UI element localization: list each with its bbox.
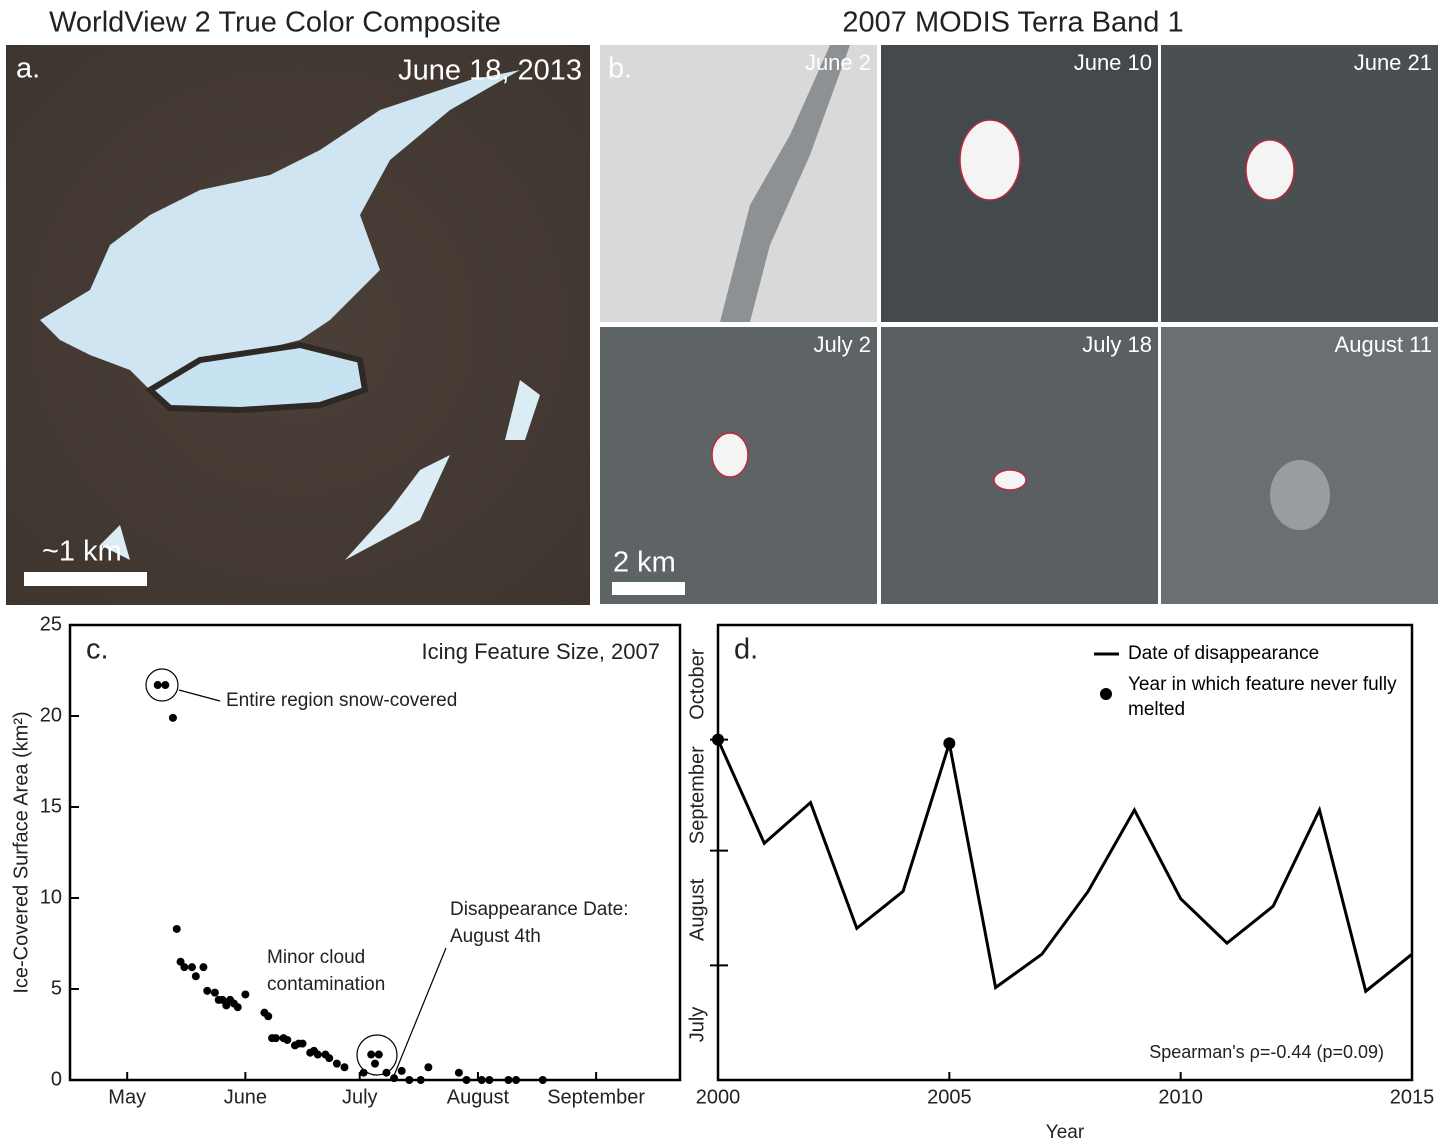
data-point xyxy=(173,925,181,933)
panel-label: b. xyxy=(608,53,632,85)
scale-bar xyxy=(24,572,147,586)
figure: WorldView 2 True Color Composite a. June… xyxy=(0,0,1451,1143)
data-point xyxy=(539,1076,547,1084)
x-axis-title: Year xyxy=(1046,1122,1085,1143)
data-point xyxy=(283,1036,291,1044)
panel-label: c. xyxy=(86,634,109,666)
data-point xyxy=(314,1051,322,1059)
data-point xyxy=(504,1076,512,1084)
data-point xyxy=(398,1067,406,1075)
data-point xyxy=(188,963,196,971)
annotation: August 4th xyxy=(450,926,541,947)
ice-feature xyxy=(960,120,1020,200)
scale-bar xyxy=(612,582,685,595)
data-point xyxy=(455,1069,463,1077)
tile-date: August 11 xyxy=(1335,332,1432,357)
data-point xyxy=(375,1051,383,1059)
data-point xyxy=(463,1076,471,1084)
leader-line xyxy=(393,948,446,1078)
modis-tile xyxy=(1161,45,1438,322)
charts: c. May June July August September 0 5 10 15 20 25 En… xyxy=(10,613,1434,1143)
data-point xyxy=(211,989,219,997)
legend-label: Date of disappearance xyxy=(1128,641,1418,666)
data-line xyxy=(718,740,1412,992)
data-point xyxy=(512,1076,520,1084)
tile-date: June 10 xyxy=(1074,50,1152,75)
chart-title: Icing Feature Size, 2007 xyxy=(422,639,660,664)
data-point xyxy=(234,1003,242,1011)
ice-feature xyxy=(712,433,748,477)
data-point xyxy=(272,1034,280,1042)
data-point xyxy=(943,737,955,749)
panel-title: 2007 MODIS Terra Band 1 xyxy=(842,7,1183,39)
data-point xyxy=(169,714,177,722)
x-tick-label: August xyxy=(447,1086,510,1108)
y-axis-title: Ice-Covered Surface Area (km²) xyxy=(10,711,32,993)
y-tick-label: 0 xyxy=(51,1068,62,1090)
x-tick-label: 2000 xyxy=(696,1086,741,1108)
data-point xyxy=(161,681,169,689)
data-point xyxy=(154,681,162,689)
x-tick-label: September xyxy=(547,1086,645,1108)
x-tick-label: 2005 xyxy=(927,1086,972,1108)
tile-grid: June 2 June 10 June 21 July 2 July 18 August … xyxy=(600,45,1438,604)
y-tick-label: October xyxy=(686,648,708,719)
panel-label: d. xyxy=(734,634,758,666)
tile-date: June 2 xyxy=(805,50,871,75)
modis-tile xyxy=(881,327,1158,604)
legend-entry: Year in which feature never fully melted xyxy=(1128,672,1418,732)
data-point xyxy=(199,963,207,971)
data-point xyxy=(424,1063,432,1071)
data-point xyxy=(341,1063,349,1071)
x-tick-label: 2010 xyxy=(1158,1086,1203,1108)
ice-feature xyxy=(994,470,1026,490)
y-tick-label: 20 xyxy=(40,704,62,726)
x-tick-label: July xyxy=(342,1086,378,1108)
annotation: Disappearance Date: xyxy=(450,899,629,920)
y-tick-label: 25 xyxy=(40,613,62,635)
tile-date: June 21 xyxy=(1354,50,1432,75)
data-point xyxy=(299,1040,307,1048)
scale-label: 2 km xyxy=(613,547,676,579)
ice-feature xyxy=(1246,140,1294,200)
data-point xyxy=(264,1012,272,1020)
annotation: contamination xyxy=(267,974,385,995)
x-tick-label: May xyxy=(108,1086,146,1108)
panel-title: WorldView 2 True Color Composite xyxy=(49,7,501,39)
leader-line xyxy=(179,690,220,701)
data-point xyxy=(333,1060,341,1068)
data-point xyxy=(367,1051,375,1059)
data-point xyxy=(371,1060,379,1068)
legend-label: Year in which feature never fully melted xyxy=(1128,672,1418,722)
data-point xyxy=(241,990,249,998)
scale-label: ~1 km xyxy=(42,536,122,568)
y-tick-label: 5 xyxy=(51,977,62,999)
legend-swatch xyxy=(1100,688,1112,700)
annotation: Entire region snow-covered xyxy=(226,690,457,711)
data-point xyxy=(417,1076,425,1084)
data-point xyxy=(180,963,188,971)
y-tick-label: September xyxy=(686,746,708,844)
x-tick-label: June xyxy=(224,1086,267,1108)
y-tick-label: August xyxy=(686,878,708,941)
data-point xyxy=(192,972,200,980)
tile-date: July 2 xyxy=(814,332,871,357)
image-date: June 18, 2013 xyxy=(398,55,582,87)
data-point xyxy=(485,1076,493,1084)
modis-tile xyxy=(881,45,1158,322)
y-tick-label: 10 xyxy=(40,886,62,908)
faint-feature xyxy=(1270,460,1330,530)
panel-label: a. xyxy=(16,53,40,85)
x-tick-label: 2015 xyxy=(1390,1086,1435,1108)
annotation: Minor cloud xyxy=(267,947,365,968)
data-point xyxy=(325,1054,333,1062)
data-point xyxy=(203,987,211,995)
y-tick-label: 15 xyxy=(40,795,62,817)
y-tick-label: July xyxy=(686,1007,708,1043)
tile-date: July 18 xyxy=(1082,332,1152,357)
data-point xyxy=(478,1076,486,1084)
data-point xyxy=(405,1076,413,1084)
annotation: Spearman's ρ=-0.44 (p=0.09) xyxy=(1149,1042,1384,1062)
